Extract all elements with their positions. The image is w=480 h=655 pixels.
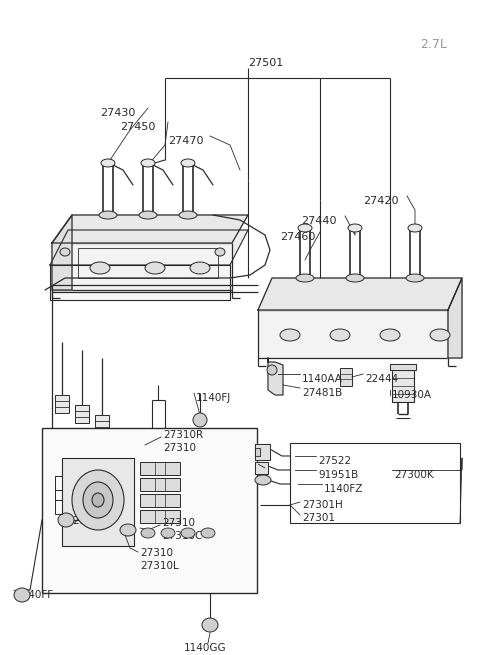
Text: 27430: 27430	[100, 108, 135, 118]
Text: 27301H: 27301H	[302, 500, 343, 510]
Bar	[140, 494, 180, 507]
Text: 27367: 27367	[72, 516, 105, 526]
Ellipse shape	[296, 274, 314, 282]
Ellipse shape	[99, 211, 117, 219]
Bar	[392, 370, 414, 402]
Ellipse shape	[193, 413, 207, 427]
Ellipse shape	[139, 211, 157, 219]
Polygon shape	[50, 230, 248, 265]
Bar	[340, 368, 352, 386]
Text: 27310: 27310	[162, 518, 195, 528]
Ellipse shape	[330, 329, 350, 341]
Bar	[95, 415, 109, 433]
Ellipse shape	[406, 274, 424, 282]
Bar	[258, 310, 448, 358]
Ellipse shape	[430, 329, 450, 341]
Ellipse shape	[267, 365, 277, 375]
Ellipse shape	[14, 588, 30, 602]
Polygon shape	[390, 364, 416, 370]
Ellipse shape	[120, 524, 136, 536]
Text: 27310L: 27310L	[140, 561, 179, 571]
Bar	[75, 405, 89, 423]
Bar	[140, 462, 180, 475]
Text: 27501: 27501	[248, 58, 283, 68]
Polygon shape	[50, 265, 230, 300]
Polygon shape	[255, 444, 270, 460]
Text: 27522: 27522	[318, 456, 351, 466]
Text: 27481B: 27481B	[302, 388, 342, 398]
Ellipse shape	[380, 329, 400, 341]
Polygon shape	[52, 215, 248, 243]
Polygon shape	[268, 358, 283, 395]
Text: 27450: 27450	[120, 122, 156, 132]
Ellipse shape	[179, 211, 197, 219]
Text: 27420: 27420	[363, 196, 398, 206]
Ellipse shape	[92, 493, 104, 507]
Bar	[52, 243, 232, 290]
Bar	[140, 478, 180, 491]
Ellipse shape	[141, 159, 155, 167]
Text: 27310R: 27310R	[163, 430, 203, 440]
Text: 27460: 27460	[280, 232, 315, 242]
Text: 27440: 27440	[301, 216, 336, 226]
Text: 2.7L: 2.7L	[420, 38, 447, 51]
Ellipse shape	[83, 482, 113, 518]
Ellipse shape	[215, 248, 225, 256]
Text: 10930A: 10930A	[392, 390, 432, 400]
Ellipse shape	[201, 528, 215, 538]
Ellipse shape	[141, 528, 155, 538]
Ellipse shape	[298, 224, 312, 232]
Text: 27470: 27470	[168, 136, 204, 146]
Text: 91951B: 91951B	[318, 470, 358, 480]
Text: 1140GG: 1140GG	[184, 643, 227, 653]
Bar	[290, 443, 460, 523]
Text: 1140AA: 1140AA	[302, 374, 343, 384]
Ellipse shape	[181, 528, 195, 538]
Ellipse shape	[161, 528, 175, 538]
Polygon shape	[258, 278, 462, 310]
Polygon shape	[448, 278, 462, 358]
Polygon shape	[255, 462, 268, 474]
Ellipse shape	[72, 470, 124, 530]
Ellipse shape	[60, 248, 70, 256]
Text: 27310: 27310	[163, 443, 196, 453]
Ellipse shape	[58, 513, 74, 527]
Text: 22444: 22444	[365, 374, 398, 384]
Ellipse shape	[190, 262, 210, 274]
Ellipse shape	[181, 159, 195, 167]
Text: 27310C: 27310C	[162, 531, 203, 541]
Ellipse shape	[255, 475, 271, 485]
Text: 1140FF: 1140FF	[16, 590, 54, 600]
Bar	[55, 395, 69, 413]
Text: 27300K: 27300K	[394, 470, 433, 480]
Text: 27310: 27310	[140, 548, 173, 558]
Text: 1140FJ: 1140FJ	[196, 393, 231, 403]
Ellipse shape	[202, 618, 218, 632]
Ellipse shape	[90, 262, 110, 274]
Bar	[62, 458, 134, 546]
Text: 27301: 27301	[302, 513, 335, 523]
Ellipse shape	[346, 274, 364, 282]
Ellipse shape	[101, 159, 115, 167]
Ellipse shape	[280, 329, 300, 341]
Bar	[78, 248, 218, 278]
Text: 1140FZ: 1140FZ	[324, 484, 363, 494]
Ellipse shape	[348, 224, 362, 232]
Ellipse shape	[408, 224, 422, 232]
Bar	[140, 510, 180, 523]
Polygon shape	[52, 215, 72, 290]
Polygon shape	[255, 448, 260, 456]
Ellipse shape	[145, 262, 165, 274]
Bar	[42, 428, 257, 593]
